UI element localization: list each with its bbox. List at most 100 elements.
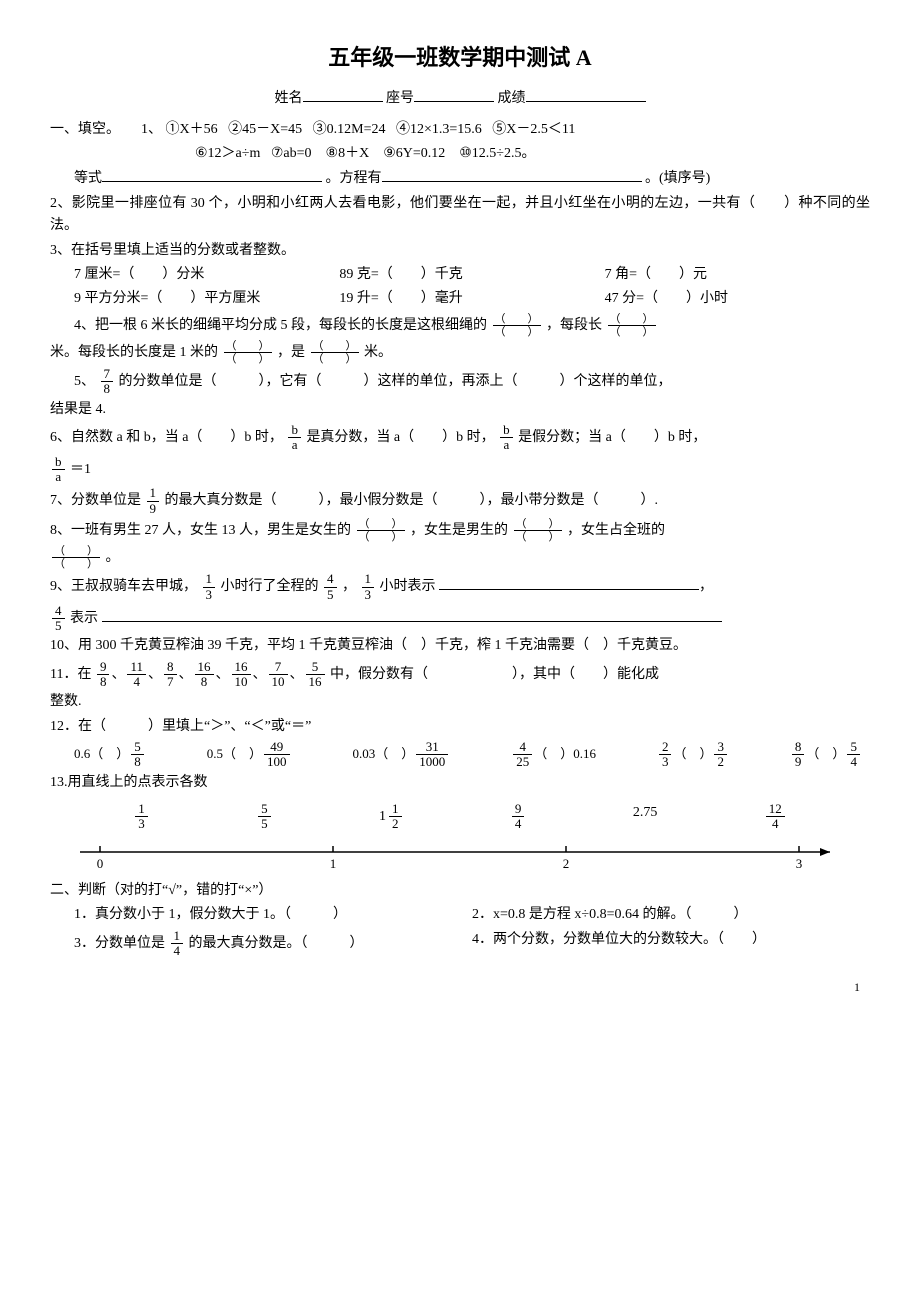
tick-label: 0 <box>97 856 104 871</box>
fraction-4-5: 45 <box>52 604 65 634</box>
q3-cell: 7 角=（ ）元 <box>605 264 870 286</box>
tick-label: 3 <box>796 856 803 871</box>
q1-item: ④12×1.3=15.6 <box>396 122 482 137</box>
q1-item: ⑦ab=0 <box>271 146 312 161</box>
blank-fraction: （ ）（ ） <box>357 518 405 543</box>
q13-numbers: 13 55 112 94 2.75 124 <box>50 802 870 832</box>
q3-cell: 89 克=（ ）千克 <box>339 264 604 286</box>
q1-prefix: 1、 <box>141 122 162 137</box>
name-label: 姓名 <box>275 91 303 106</box>
name-blank <box>303 87 383 102</box>
q7: 7、分数单位是 19 的最大真分数是（ ），最小假分数是（ ），最小带分数是（ … <box>50 486 870 516</box>
q11-fraction-list: 98、114、87、168、1610、710、516 <box>95 667 327 682</box>
seat-label: 座号 <box>386 91 414 106</box>
q13-head: 13.用直线上的点表示各数 <box>50 772 870 794</box>
fraction-item: 168 <box>195 660 214 690</box>
score-label: 成绩 <box>498 91 526 106</box>
q6-d: ＝1 <box>70 462 91 477</box>
q3-cell: 7 厘米=（ ）分米 <box>74 264 339 286</box>
q9-b: 小时行了全程的 <box>221 579 319 594</box>
student-info-line: 姓名 座号 成绩 <box>50 87 870 110</box>
q5-c: 结果是 4. <box>50 399 870 421</box>
fraction-item: 1610 <box>232 660 251 690</box>
q3-cell: 9 平方分米=（ ）平方厘米 <box>74 288 339 310</box>
q4-line2: 米。每段长的长度是 1 米的 （ ）（ ） ，是 （ ）（ ） 米。 <box>50 340 870 365</box>
fraction-b-a: ba <box>52 455 65 485</box>
q9-c: ， <box>342 579 356 594</box>
q1-item: ⑥12＞a÷m <box>195 146 260 161</box>
q9-a: 9、王叔叔骑车去甲城， <box>50 579 197 594</box>
q8-c: ，女生占全班的 <box>567 523 665 538</box>
fraction-item: 710 <box>269 660 288 690</box>
q3-cell: 19 升=（ ）毫升 <box>339 288 604 310</box>
q4-d: ，是 <box>277 345 305 360</box>
blank-fraction: （ ）（ ） <box>224 340 272 365</box>
fraction-4-5: 45 <box>324 572 337 602</box>
q13-value: 94 <box>510 802 527 832</box>
q8-d: 。 <box>106 550 120 565</box>
q4: 4、把一根 6 米长的细绳平均分成 5 段，每段长的长度是这根细绳的 （ ）（ … <box>50 313 870 338</box>
q5: 5、 78 的分数单位是（ ），它有（ ）这样的单位，再添上（ ）个这样的单位， <box>50 367 870 397</box>
q8-a: 8、一班有男生 27 人，女生 13 人，男生是女生的 <box>50 523 351 538</box>
q6-b: 是真分数，当 a（ ）b 时， <box>306 430 494 445</box>
q8-b: ，女生是男生的 <box>410 523 508 538</box>
fang-label: 。方程有 <box>326 171 382 186</box>
q4-c: 米。每段长的长度是 1 米的 <box>50 345 218 360</box>
fraction-7-8: 78 <box>101 367 114 397</box>
section1-heading: 一、填空。 <box>50 122 120 137</box>
s2-q2: 2．x=0.8 是方程 x÷0.8=0.64 的解。（ ） <box>472 904 870 926</box>
fraction-item: 87 <box>164 660 177 690</box>
q13-value: 124 <box>764 802 787 832</box>
q2: 2、影院里一排座位有 30 个，小明和小红两人去看电影，他们要坐在一起，并且小红… <box>50 193 870 238</box>
q11-a: 11．在 <box>50 667 91 682</box>
eq-label: 等式 <box>74 171 102 186</box>
q5-b: 的分数单位是（ ），它有（ ）这样的单位，再添上（ ）个这样的单位， <box>119 374 672 389</box>
fraction-1-4: 14 <box>171 929 184 959</box>
q1-item: ②45－X=45 <box>228 122 302 137</box>
q3-row2: 9 平方分米=（ ）平方厘米 19 升=（ ）毫升 47 分=（ ）小时 <box>50 288 870 310</box>
fang-blank <box>382 167 642 182</box>
q5-a: 5、 <box>74 374 95 389</box>
page-number: 1 <box>50 978 870 997</box>
q12-item: 0.5（ ）49100 <box>207 740 292 770</box>
q12-item: 23（ ）32 <box>657 740 729 770</box>
q7-b: 的最大真分数是（ ），最小假分数是（ ），最小带分数是（ ）. <box>165 493 659 508</box>
section1-q1: 一、填空。 1、 ①X＋56 ②45－X=45 ③0.12M=24 ④12×1.… <box>50 119 870 141</box>
s2-q1: 1．真分数小于 1，假分数大于 1。（ ） <box>74 904 472 926</box>
q13-value: 112 <box>379 802 404 832</box>
q9-d: 小时表示 <box>380 579 436 594</box>
s2-row2: 3．分数单位是 14 的最大真分数是。（ ） 4．两个分数，分数单位大的分数较大… <box>50 929 870 959</box>
blank-fraction: （ ）（ ） <box>608 313 656 338</box>
q1-item: ③0.12M=24 <box>313 122 386 137</box>
q3-head: 3、在括号里填上适当的分数或者整数。 <box>50 240 870 262</box>
q6-a: 6、自然数 a 和 b，当 a（ ）b 时， <box>50 430 283 445</box>
q1-line2: ⑥12＞a÷m ⑦ab=0 ⑧8＋X ⑨6Y=0.12 ⑩12.5÷2.5。 <box>50 143 870 165</box>
q10: 10、用 300 千克黄豆榨油 39 千克，平均 1 千克黄豆榨油（ ）千克，榨… <box>50 635 870 657</box>
q9: 9、王叔叔骑车去甲城， 13 小时行了全程的 45 ， 13 小时表示 ， <box>50 572 870 602</box>
fraction-item: 114 <box>127 660 146 690</box>
seat-blank <box>414 87 494 102</box>
q13-value: 55 <box>256 802 273 832</box>
fraction-item: 516 <box>306 660 325 690</box>
s2-q4: 4．两个分数，分数单位大的分数较大。（ ） <box>472 929 870 959</box>
q3-row1: 7 厘米=（ ）分米 89 克=（ ）千克 7 角=（ ）元 <box>50 264 870 286</box>
s2-q3-a: 3．分数单位是 <box>74 936 165 951</box>
q1-item: ⑤X－2.5＜11 <box>492 122 575 137</box>
q9-blank1 <box>439 575 699 590</box>
q6-c: 是假分数；当 a（ ）b 时， <box>518 430 706 445</box>
q13-value: 13 <box>133 802 150 832</box>
section2-heading: 二、判断（对的打“√”，错的打“×”） <box>50 880 870 902</box>
blank-fraction: （ ）（ ） <box>52 545 100 570</box>
q1-item: ⑨6Y=0.12 <box>383 146 445 161</box>
q1-item: ⑩12.5÷2.5。 <box>459 146 535 161</box>
tick-label: 1 <box>330 856 337 871</box>
q1-tail: 。(填序号) <box>645 171 710 186</box>
fraction-1-3: 13 <box>203 572 216 602</box>
q11-b: 中，假分数有（ ），其中（ ）能化成 <box>330 667 659 682</box>
number-line: 0 1 2 3 <box>80 842 840 876</box>
q4-e: 米。 <box>364 345 392 360</box>
q13-value: 2.75 <box>633 802 658 832</box>
q1-item: ⑧8＋X <box>326 146 370 161</box>
q11: 11．在 98、114、87、168、1610、710、516 中，假分数有（ … <box>50 660 870 690</box>
score-blank <box>526 87 646 102</box>
